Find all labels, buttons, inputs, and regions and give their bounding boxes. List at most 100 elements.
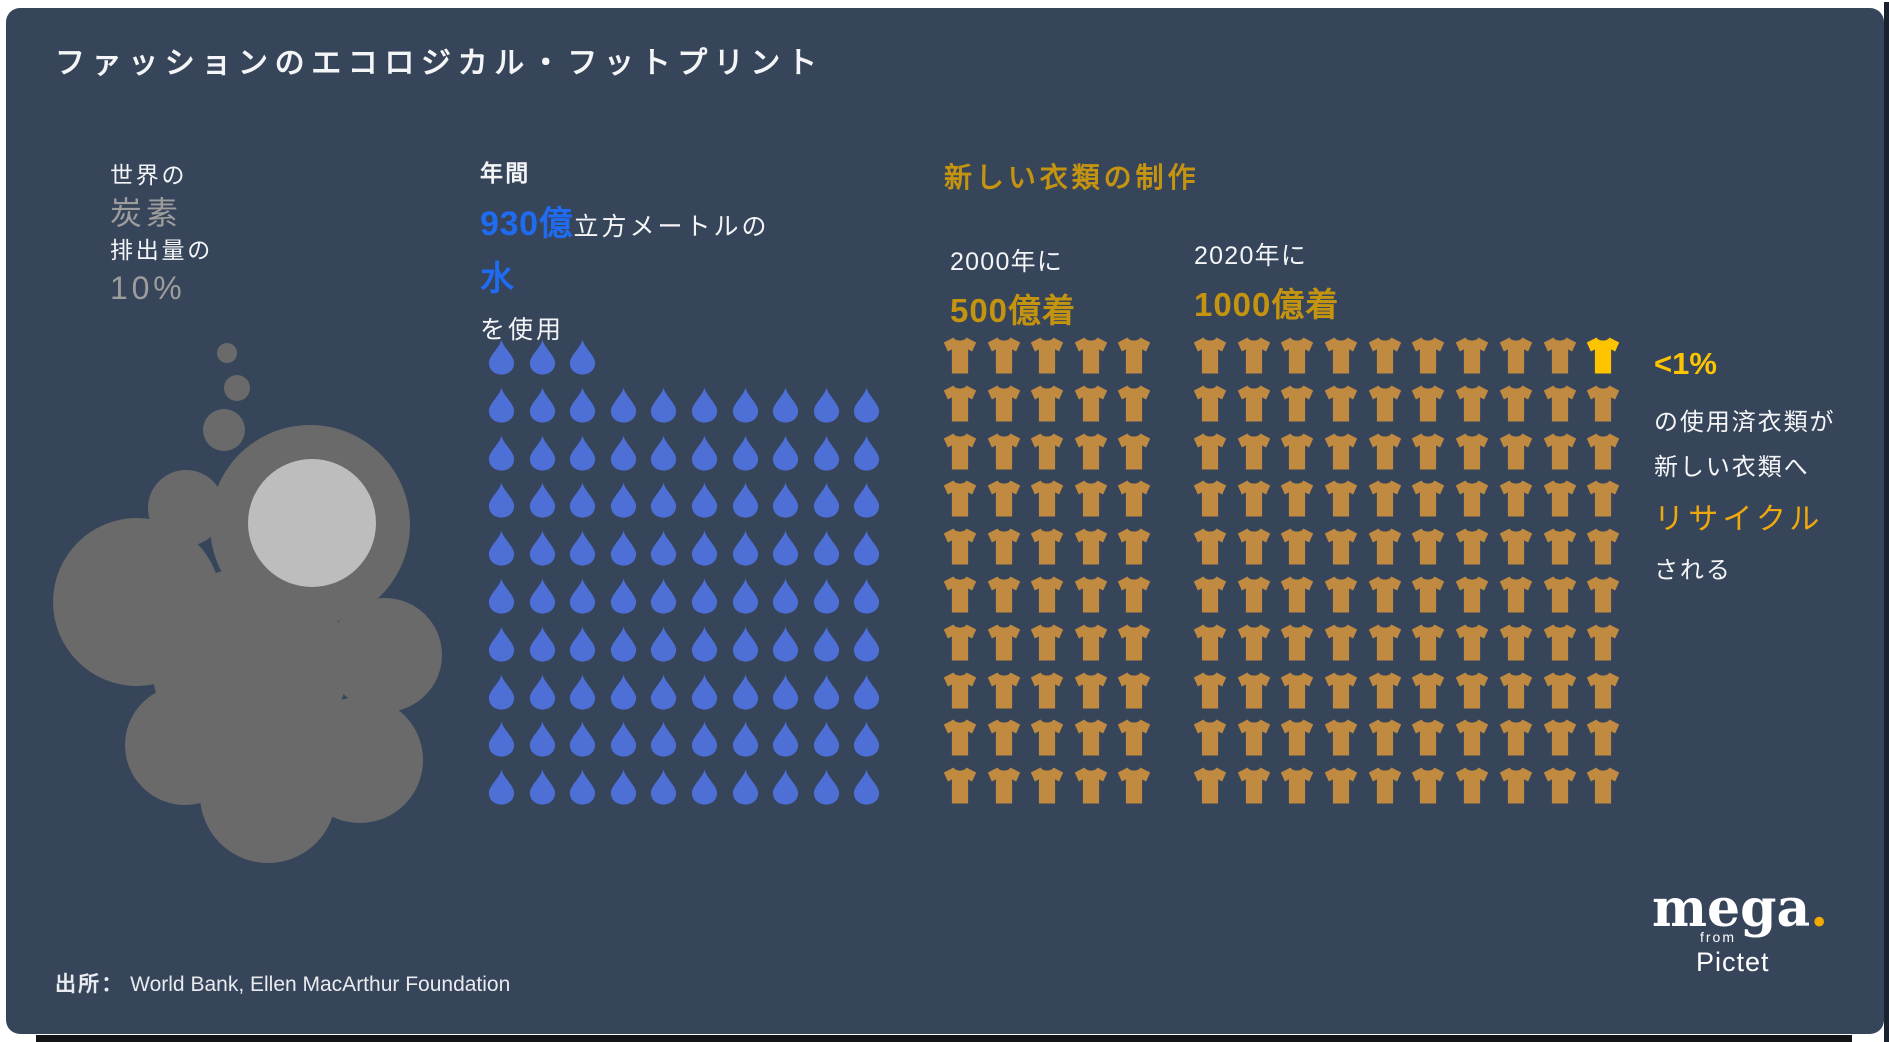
tshirt-cell (1236, 671, 1280, 719)
infographic-card: ファッションのエコロジカル・フットプリント 世界の 炭素 排出量の 10% 年間… (6, 8, 1884, 1034)
water-drop-icon (773, 434, 799, 471)
tshirt-cell (986, 384, 1030, 432)
tshirt-cell (1279, 479, 1323, 527)
year-2000-text: 2000年に (950, 248, 1064, 276)
tshirt-icon (1586, 767, 1620, 804)
tshirt-cell (1116, 623, 1160, 671)
tshirt-cell (1279, 575, 1323, 623)
water-drop-icon (610, 673, 636, 710)
water-drop-icon (529, 673, 555, 710)
year-2020-amount: 1000億着 (1194, 286, 1340, 323)
tshirt-icon (943, 433, 977, 470)
water-drop-cell (691, 529, 732, 577)
shirts-grid-2020 (1192, 336, 1629, 814)
tshirt-cell (1367, 575, 1411, 623)
water-drop-icon (529, 386, 555, 423)
tshirt-cell (1279, 432, 1323, 480)
tshirt-icon (1074, 480, 1107, 517)
tshirt-cell (1498, 766, 1542, 814)
water-drop-cell (772, 673, 813, 721)
water-amount: 930億 (480, 205, 574, 243)
tshirt-icon (1193, 767, 1227, 804)
water-drop-cell (813, 577, 854, 625)
tshirt-cell (1542, 384, 1586, 432)
tshirt-icon (1499, 672, 1533, 709)
water-drop-icon (691, 386, 718, 423)
water-drop-icon (732, 434, 758, 471)
water-drop-cell (732, 720, 773, 768)
tshirt-icon (1368, 480, 1401, 517)
water-drop-icon (488, 482, 515, 518)
water-drop-cell (772, 386, 813, 434)
water-drop-cell (732, 577, 773, 625)
tshirt-icon (987, 480, 1020, 517)
tshirt-icon (1030, 672, 1064, 709)
tshirt-cell (942, 671, 986, 719)
tshirt-icon (1281, 528, 1314, 565)
water-drop-cell (610, 577, 651, 625)
water-drop-cell (488, 481, 529, 529)
tshirt-icon (1543, 528, 1576, 565)
tshirt-cell (1410, 479, 1454, 527)
water-drop-cell (813, 434, 854, 482)
tshirt-cell (1116, 766, 1160, 814)
tshirt-cell (1367, 718, 1411, 766)
tshirt-cell (1073, 575, 1117, 623)
tshirt-cell (1542, 671, 1586, 719)
tshirt-cell (1236, 336, 1280, 384)
tshirt-cell (1410, 766, 1454, 814)
tshirt-icon (1237, 624, 1270, 661)
tshirt-icon (1368, 528, 1401, 565)
tshirt-cell (1454, 432, 1498, 480)
water-drop-cell (691, 434, 732, 482)
clothing-heading: 新しい衣類の制作 (944, 162, 1200, 193)
tshirt-icon (1543, 480, 1576, 517)
tshirt-icon (943, 672, 977, 709)
water-drop-cell (732, 768, 773, 816)
water-drop-cell (650, 386, 691, 434)
water-drop-cell (732, 386, 773, 434)
tshirt-cell (1192, 336, 1236, 384)
tshirt-icon (1586, 385, 1620, 422)
tshirt-icon (1281, 576, 1314, 613)
tshirt-cell (1073, 479, 1117, 527)
tshirt-icon (1455, 624, 1489, 661)
tshirt-icon (943, 480, 977, 517)
water-drop-icon (610, 721, 636, 757)
tshirt-cell (1236, 432, 1280, 480)
water-drop-cell (772, 529, 813, 577)
water-drop-icon (732, 577, 758, 614)
water-drop-icon (529, 530, 555, 566)
water-drop-cell (569, 529, 610, 577)
water-drop-cell (569, 338, 610, 386)
tshirt-icon (1117, 385, 1151, 422)
tshirt-icon (1074, 576, 1107, 613)
tshirt-icon (1543, 672, 1576, 709)
water-drop-cell (569, 625, 610, 673)
water-drop-icon (691, 625, 718, 662)
water-drop-cell (732, 338, 773, 386)
water-drop-icon (773, 673, 799, 710)
water-drop-icon (488, 673, 515, 710)
water-amount-line: 930億立方メートルの (480, 196, 769, 245)
tshirt-icon (1030, 624, 1064, 661)
water-drop-cell (691, 338, 732, 386)
water-drop-cell (610, 434, 651, 482)
logo-company: Pictet (1696, 947, 1770, 978)
source-note: 出所： World Bank, Ellen MacArthur Foundati… (55, 968, 510, 998)
tshirt-icon (1499, 337, 1533, 374)
year-2000-amount: 500億着 (950, 292, 1077, 329)
water-drop-icon (773, 386, 799, 423)
water-drop-cell (853, 577, 894, 625)
water-drop-icon (488, 434, 515, 471)
tshirt-cell (1367, 336, 1411, 384)
water-drop-icon (691, 721, 718, 757)
tshirt-cell (1192, 384, 1236, 432)
water-drop-cell (569, 481, 610, 529)
water-drop-cell (732, 625, 773, 673)
water-drop-icon (651, 721, 677, 757)
recycle-line-1: の使用済衣類が (1654, 409, 1836, 436)
water-drop-cell (732, 481, 773, 529)
tshirt-cell (1279, 384, 1323, 432)
water-drop-cell (569, 768, 610, 816)
